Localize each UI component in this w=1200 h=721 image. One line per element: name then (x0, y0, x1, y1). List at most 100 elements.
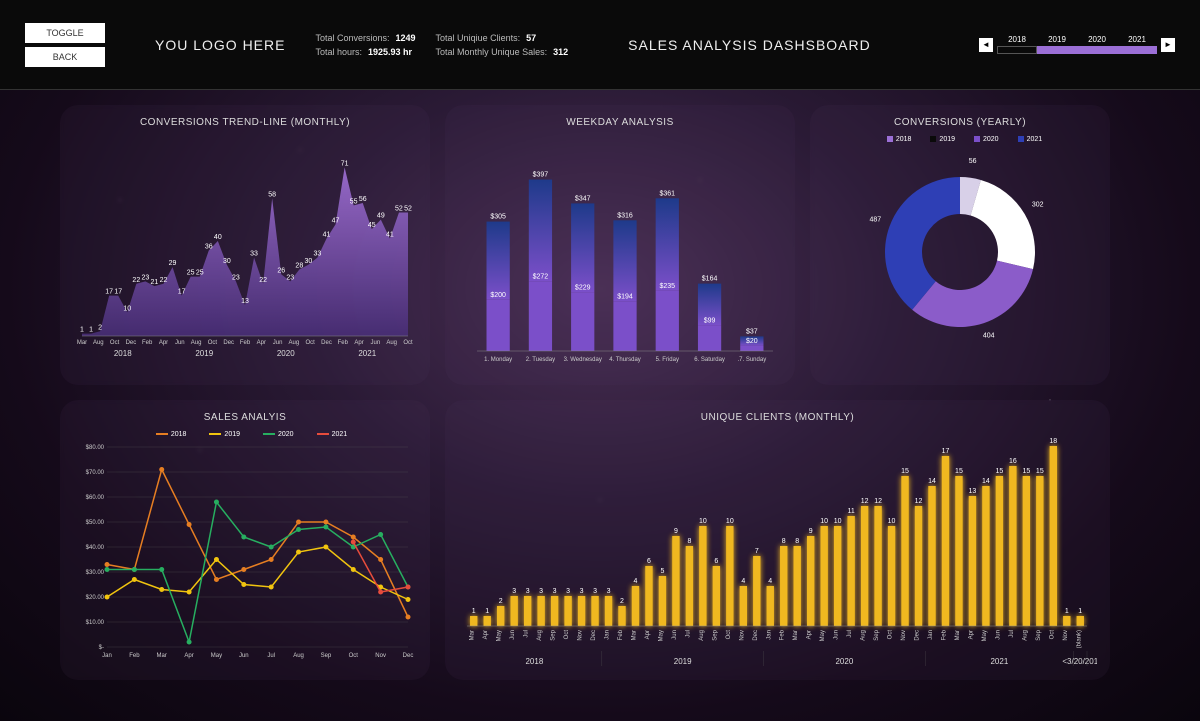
svg-text:6: 6 (647, 558, 651, 565)
svg-text:Aug: Aug (293, 653, 304, 659)
svg-text:$200: $200 (490, 292, 506, 299)
svg-text:404: 404 (983, 332, 995, 339)
svg-text:Feb: Feb (941, 629, 947, 640)
svg-text:Oct: Oct (110, 340, 120, 346)
timeline[interactable]: ◄ 2018201920202021 ► (979, 35, 1175, 54)
svg-text:3: 3 (593, 588, 597, 595)
svg-text:Dec: Dec (321, 340, 332, 346)
svg-text:2018: 2018 (114, 349, 132, 358)
svg-text:52: 52 (395, 206, 403, 213)
svg-text:36: 36 (205, 244, 213, 251)
svg-text:71: 71 (341, 160, 349, 167)
svg-text:(blank): (blank) (1076, 630, 1082, 648)
svg-text:1. Monday: 1. Monday (484, 357, 512, 363)
svg-text:10: 10 (888, 518, 896, 525)
svg-text:Nov: Nov (739, 630, 745, 641)
svg-text:Feb: Feb (780, 629, 786, 640)
svg-text:2019: 2019 (674, 657, 692, 666)
weekday-title: WEEKDAY ANALYSIS (457, 117, 783, 128)
svg-text:8: 8 (782, 538, 786, 545)
svg-text:2020: 2020 (277, 349, 295, 358)
svg-text:Dec: Dec (915, 630, 921, 641)
clients-panel: UNIQUE CLIENTS (MONTHLY) 1Mar1Apr2May3Ju… (445, 400, 1110, 680)
svg-text:10: 10 (123, 305, 131, 312)
svg-text:Feb: Feb (338, 340, 349, 346)
svg-text:3: 3 (539, 588, 543, 595)
svg-text:14: 14 (928, 478, 936, 485)
svg-text:Oct: Oct (726, 630, 732, 640)
logo: YOU LOGO HERE (155, 37, 285, 53)
svg-text:22: 22 (160, 277, 168, 284)
svg-text:58: 58 (268, 191, 276, 198)
svg-text:41: 41 (323, 232, 331, 239)
svg-text:Oct: Oct (306, 340, 316, 346)
svg-text:Dec: Dec (591, 630, 597, 641)
svg-text:$10.00: $10.00 (86, 620, 105, 626)
svg-text:$235: $235 (659, 283, 675, 290)
svg-text:$60.00: $60.00 (86, 495, 105, 501)
svg-text:Jul: Jul (524, 630, 530, 638)
svg-text:Aug: Aug (386, 340, 397, 346)
svg-text:302: 302 (1032, 202, 1044, 209)
timeline-next-icon[interactable]: ► (1161, 38, 1175, 52)
svg-text:8: 8 (795, 538, 799, 545)
svg-text:Oct: Oct (403, 340, 413, 346)
svg-text:3: 3 (580, 588, 584, 595)
svg-text:Jun: Jun (371, 340, 381, 346)
svg-text:Jul: Jul (267, 653, 275, 659)
trend-title: CONVERSIONS TREND-LINE (MONTHLY) (72, 117, 418, 128)
svg-text:3. Wednesday: 3. Wednesday (564, 357, 602, 363)
svg-text:16: 16 (1009, 458, 1017, 465)
svg-text:4. Thursday: 4. Thursday (609, 357, 641, 363)
weekday-panel: WEEKDAY ANALYSIS $305$2001. Monday$397$2… (445, 105, 795, 385)
svg-text:Apr: Apr (968, 630, 974, 639)
donut-chart: 56302404487 (822, 147, 1098, 357)
svg-text:15: 15 (1022, 468, 1030, 475)
svg-text:2019: 2019 (195, 349, 213, 358)
svg-text:4: 4 (741, 578, 745, 585)
svg-text:Apr: Apr (483, 630, 489, 639)
svg-text:12: 12 (915, 498, 923, 505)
svg-text:May: May (211, 653, 222, 659)
trend-chart: 1121717102223212229172525364030231333225… (72, 136, 418, 376)
svg-text:Dec: Dec (753, 630, 759, 641)
svg-text:Sep: Sep (1036, 629, 1042, 640)
svg-text:Jan: Jan (928, 630, 934, 640)
svg-text:Dec: Dec (126, 340, 137, 346)
svg-text:4: 4 (634, 578, 638, 585)
svg-text:2: 2 (499, 598, 503, 605)
svg-text:Jul: Jul (847, 630, 853, 638)
svg-text:$37: $37 (746, 328, 758, 335)
svg-text:28: 28 (295, 263, 303, 270)
svg-text:3: 3 (512, 588, 516, 595)
svg-text:$361: $361 (659, 190, 675, 197)
svg-text:$229: $229 (575, 284, 591, 291)
svg-text:$70.00: $70.00 (86, 470, 105, 476)
clients-chart: 1Mar1Apr2May3Jun3Jul3Aug3Sep3Oct3Nov3Dec… (457, 431, 1097, 671)
svg-text:Feb: Feb (142, 340, 153, 346)
sales-chart: $-$10.00$20.00$30.00$40.00$50.00$60.00$7… (72, 442, 418, 667)
svg-text:9: 9 (674, 528, 678, 535)
svg-text:Sep: Sep (321, 653, 332, 659)
svg-text:2018: 2018 (525, 657, 543, 666)
svg-text:3: 3 (566, 588, 570, 595)
svg-text:12: 12 (874, 498, 882, 505)
svg-text:Dec: Dec (223, 340, 234, 346)
svg-text:17: 17 (114, 289, 122, 296)
toggle-button[interactable]: TOGGLE (25, 23, 105, 43)
svg-text:17: 17 (942, 448, 950, 455)
svg-text:Apr: Apr (257, 340, 266, 346)
svg-text:2021: 2021 (358, 349, 376, 358)
svg-text:May: May (658, 630, 664, 641)
dashboard-title: SALES ANALYSIS DASHSBOARD (628, 37, 871, 53)
svg-text:6. Saturday: 6. Saturday (694, 357, 725, 363)
svg-text:$40.00: $40.00 (86, 545, 105, 551)
weekday-chart: $305$2001. Monday$397$2722. Tuesday$347$… (457, 136, 783, 376)
back-button[interactable]: BACK (25, 47, 105, 67)
svg-text:29: 29 (169, 260, 177, 267)
sales-legend: 2018201920202021 (72, 431, 418, 438)
timeline-prev-icon[interactable]: ◄ (979, 38, 993, 52)
svg-text:Jun: Jun (175, 340, 185, 346)
svg-text:15: 15 (955, 468, 963, 475)
svg-text:$99: $99 (704, 318, 716, 325)
